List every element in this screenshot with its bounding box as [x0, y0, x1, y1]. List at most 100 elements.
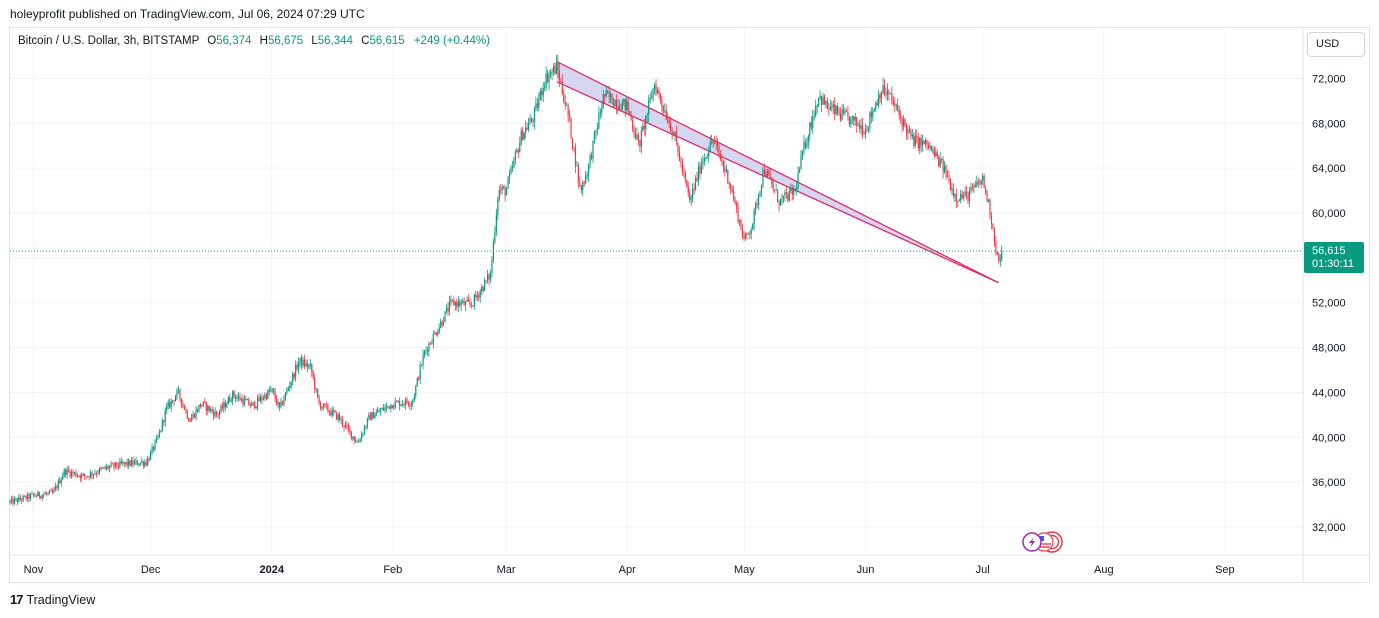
- candle: [169, 398, 171, 410]
- candle: [765, 169, 767, 178]
- candle: [711, 134, 713, 146]
- candle: [221, 402, 224, 412]
- candle: [360, 431, 363, 443]
- candle: [51, 488, 54, 494]
- price-tick-label: 72,000: [1312, 73, 1346, 85]
- candle: [472, 305, 474, 308]
- candle: [706, 153, 708, 160]
- candle: [725, 164, 727, 174]
- candle: [895, 103, 897, 111]
- candle: [451, 299, 453, 303]
- candle: [48, 489, 51, 495]
- candle: [961, 189, 963, 200]
- tradingview-logo[interactable]: 17 TradingView: [10, 592, 95, 607]
- candle: [500, 184, 502, 195]
- candle: [15, 497, 17, 502]
- candle: [790, 183, 792, 194]
- candle: [948, 170, 950, 184]
- candle: [120, 457, 122, 465]
- time-tick-label: 2024: [259, 564, 284, 576]
- candle: [196, 407, 199, 413]
- candle: [65, 468, 67, 478]
- candle: [677, 142, 679, 157]
- grid-lines: [10, 28, 1303, 555]
- candle: [614, 98, 616, 107]
- candle: [755, 201, 757, 216]
- candle: [459, 298, 461, 308]
- candle: [530, 117, 533, 123]
- candle: [400, 404, 402, 407]
- candle: [812, 109, 814, 134]
- candle: [932, 146, 934, 155]
- price-tick-label: 32,000: [1312, 522, 1346, 534]
- candle: [529, 113, 531, 125]
- candle: [914, 129, 916, 148]
- lightning-icon: [1029, 537, 1035, 548]
- candle: [264, 392, 266, 402]
- candle: [25, 494, 27, 501]
- candle: [166, 402, 168, 415]
- candle: [297, 357, 300, 374]
- candle: [262, 395, 265, 401]
- candle: [9, 500, 11, 505]
- candle: [497, 196, 499, 221]
- candle: [813, 110, 815, 121]
- candle: [495, 208, 497, 237]
- candle: [621, 99, 623, 111]
- candle: [170, 398, 172, 412]
- candle: [204, 397, 206, 404]
- candle: [362, 432, 364, 437]
- candle: [863, 130, 865, 135]
- candle: [809, 121, 811, 141]
- candle: [826, 97, 829, 110]
- currency-selector-button[interactable]: USD: [1307, 32, 1365, 57]
- candle: [566, 102, 568, 106]
- candle: [608, 85, 610, 104]
- candle: [734, 196, 736, 206]
- candle: [144, 459, 146, 469]
- candle: [437, 329, 439, 338]
- candle: [431, 339, 433, 345]
- candle: [737, 201, 739, 225]
- candle: [341, 416, 344, 428]
- candle: [394, 397, 396, 410]
- chart-frame[interactable]: [9, 27, 1370, 583]
- candle: [126, 458, 128, 469]
- candle: [949, 178, 952, 191]
- candle: [536, 97, 538, 111]
- candle: [681, 157, 683, 176]
- candle: [924, 137, 927, 148]
- candle: [845, 108, 848, 113]
- candle: [505, 187, 508, 196]
- candle: [466, 296, 468, 303]
- candle: [409, 401, 411, 410]
- candle: [904, 117, 906, 128]
- candle: [554, 62, 556, 76]
- candle: [318, 394, 320, 406]
- candle: [498, 185, 500, 202]
- candle: [963, 191, 965, 201]
- candle: [280, 397, 282, 409]
- candle: [520, 127, 522, 147]
- high-value: 56,675: [267, 35, 304, 47]
- candle: [130, 457, 133, 467]
- candle: [172, 400, 174, 405]
- candle: [343, 425, 345, 432]
- candle: [718, 144, 720, 159]
- time-tick-label: Mar: [497, 564, 516, 576]
- candle: [752, 223, 754, 230]
- candle: [404, 397, 407, 410]
- candle: [535, 96, 537, 112]
- tradingview-logo-icon: 17: [10, 592, 24, 607]
- candle: [538, 92, 540, 112]
- candle: [511, 160, 514, 173]
- candle: [154, 439, 156, 452]
- candle: [111, 462, 114, 465]
- candle: [551, 68, 553, 80]
- candle: [722, 159, 724, 174]
- candle: [98, 467, 100, 476]
- price-tick-label: 48,000: [1312, 343, 1346, 355]
- candle: [850, 117, 852, 128]
- candle: [759, 190, 761, 198]
